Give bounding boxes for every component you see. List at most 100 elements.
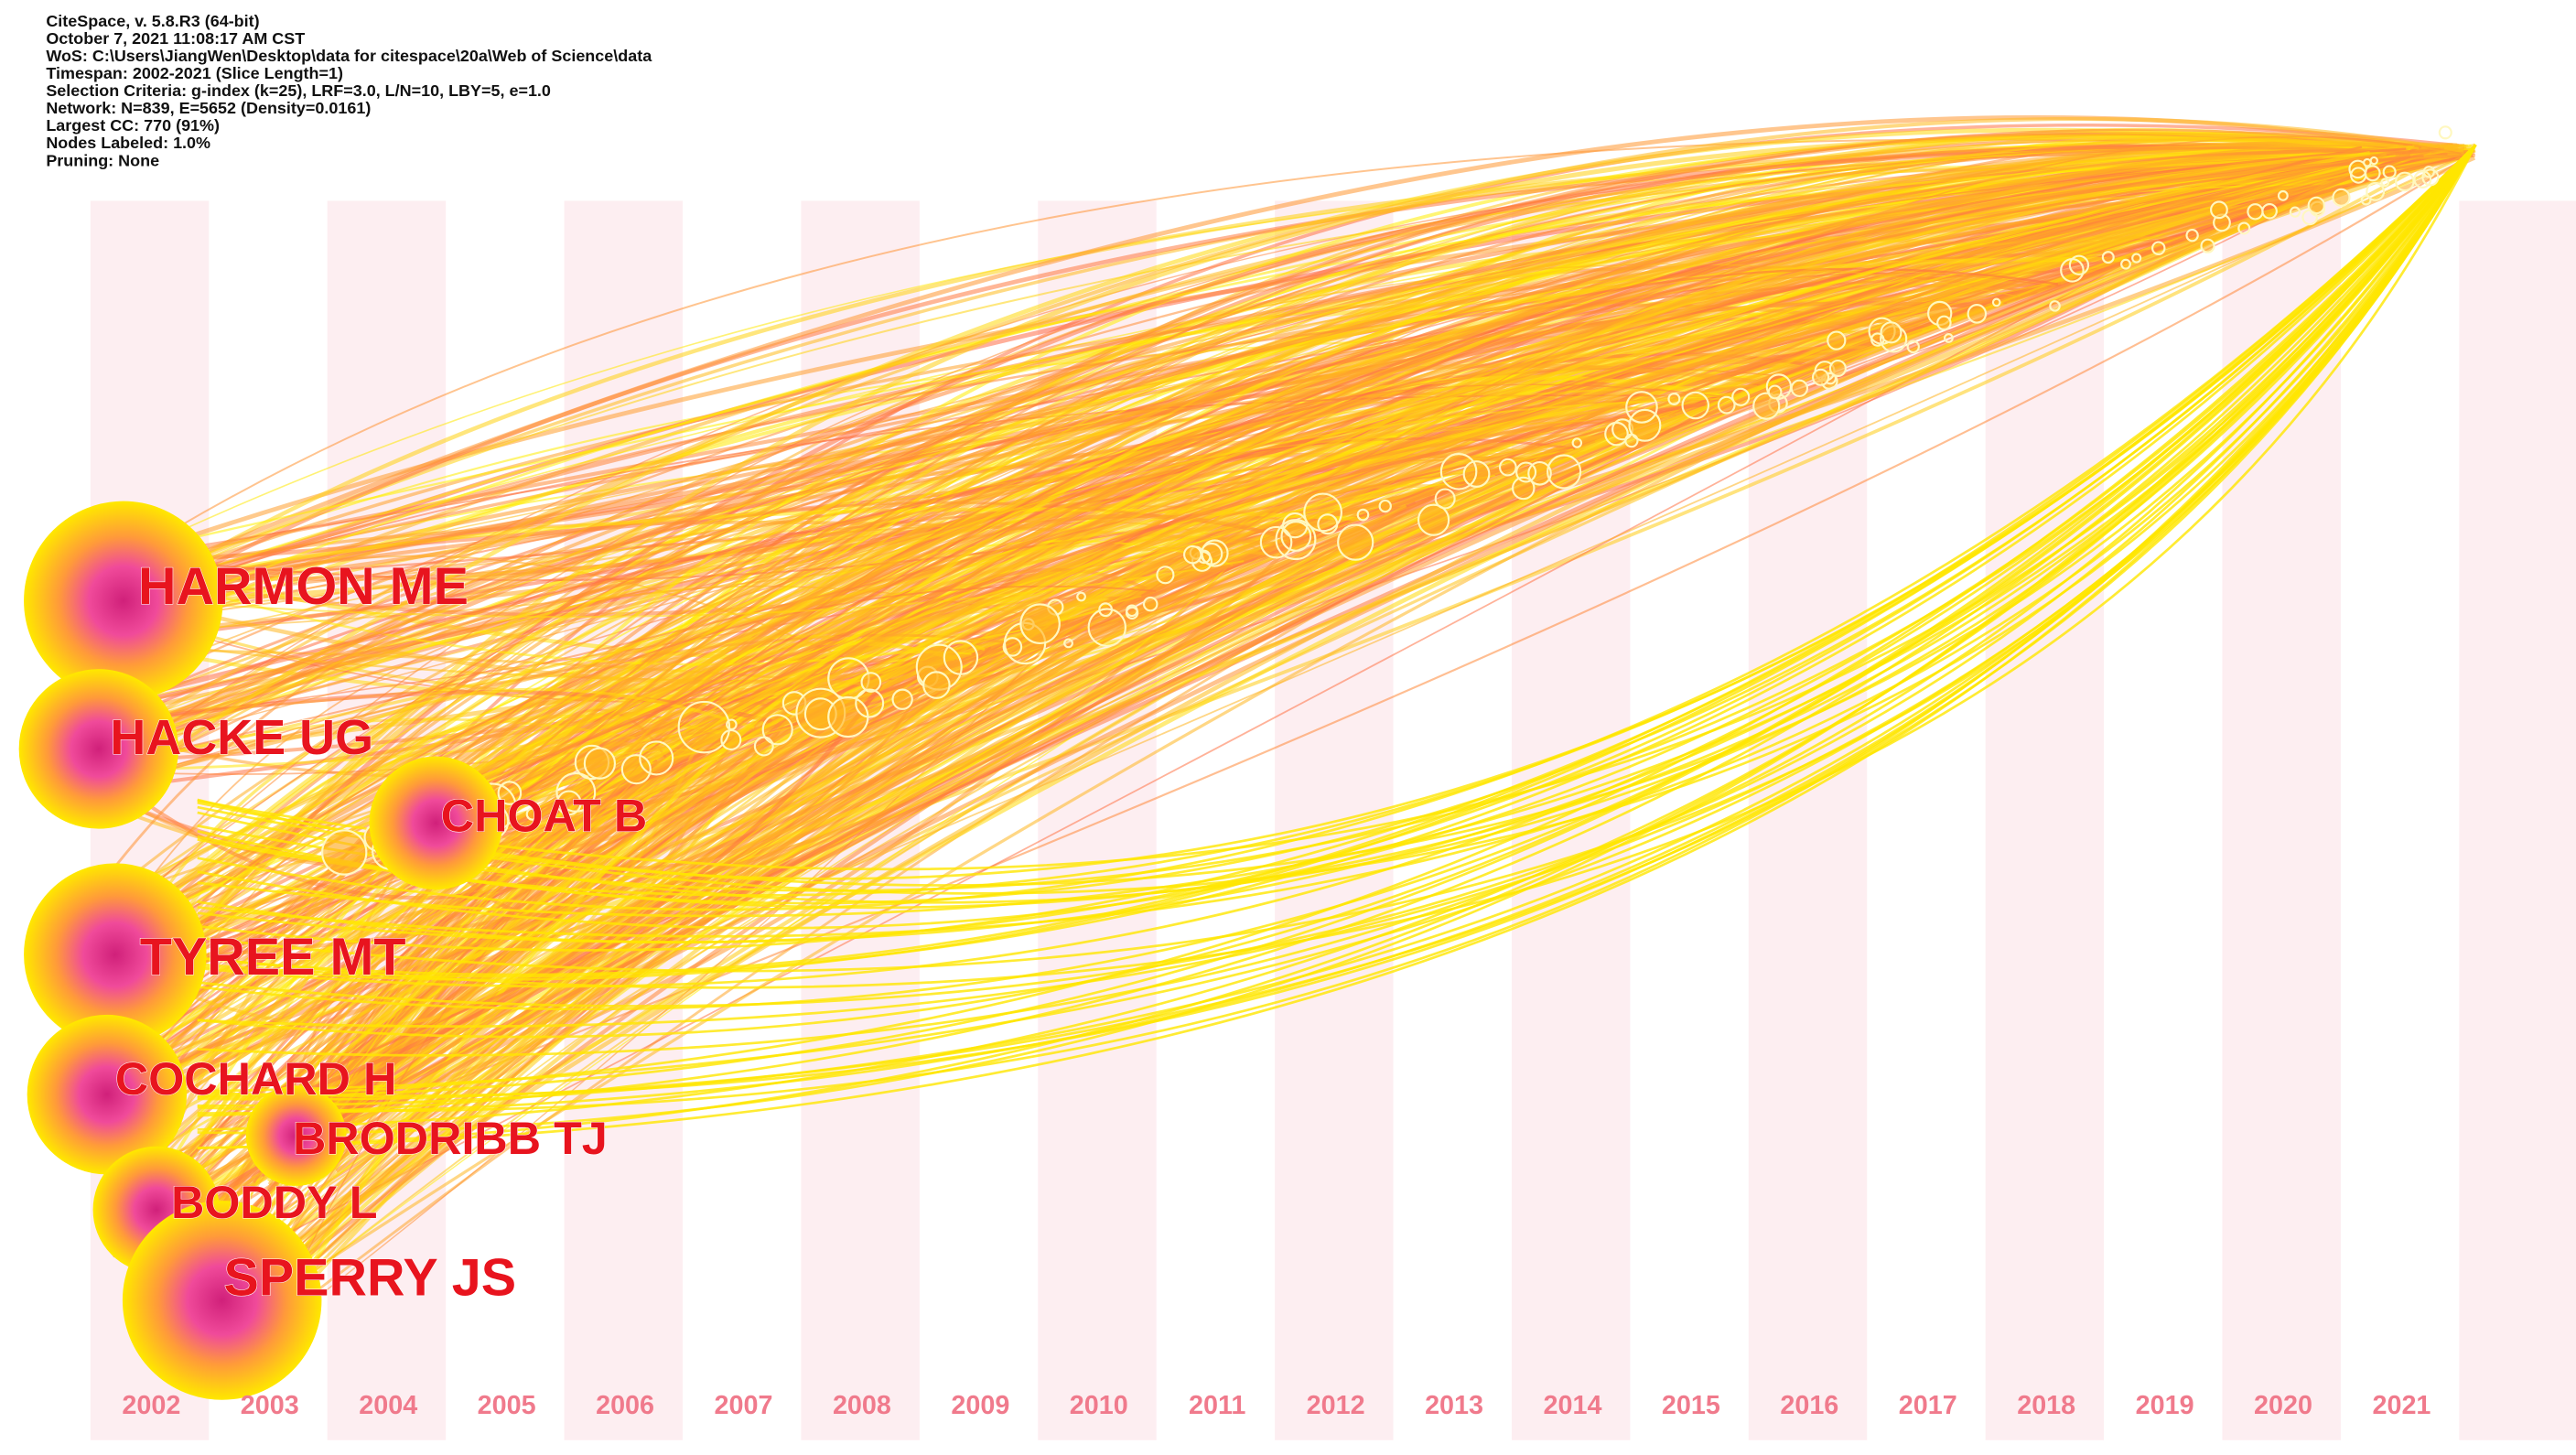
header-line: Network: N=839, E=5652 (Density=0.0161) xyxy=(46,99,371,117)
link xyxy=(448,546,1266,865)
link xyxy=(197,144,2477,1028)
node xyxy=(2289,206,2301,218)
header-line: WoS: C:\Users\JiangWen\Desktop\data for … xyxy=(46,47,652,65)
link xyxy=(197,144,2477,895)
link xyxy=(338,153,2471,1126)
node xyxy=(677,700,731,754)
link xyxy=(197,144,2477,989)
year-label: 2008 xyxy=(833,1391,891,1420)
node xyxy=(1182,544,1202,565)
node xyxy=(639,740,674,776)
node xyxy=(943,640,979,675)
node xyxy=(1991,297,2001,307)
link xyxy=(197,144,2477,897)
link xyxy=(197,144,2477,976)
year-label: 2020 xyxy=(2254,1391,2312,1420)
node xyxy=(2369,156,2378,166)
year-label: 2007 xyxy=(715,1391,773,1420)
major-node xyxy=(369,756,503,890)
node xyxy=(922,671,951,699)
node xyxy=(2068,254,2090,275)
node xyxy=(1126,604,1138,618)
link xyxy=(133,687,755,937)
node xyxy=(555,790,582,816)
link xyxy=(91,144,2434,1059)
link xyxy=(471,146,2441,797)
node xyxy=(1378,499,1392,513)
node xyxy=(2332,188,2351,207)
node xyxy=(827,695,869,738)
link xyxy=(197,495,1433,1189)
node xyxy=(860,672,882,693)
major-node xyxy=(122,1201,322,1400)
link xyxy=(303,683,883,1094)
link xyxy=(470,141,2458,835)
node xyxy=(1681,391,1710,420)
node xyxy=(1936,315,1952,331)
link xyxy=(431,128,2413,847)
link xyxy=(80,147,2409,954)
link xyxy=(222,431,1622,1330)
header-line: Nodes Labeled: 1.0% xyxy=(46,134,210,152)
year-label: 2005 xyxy=(478,1391,536,1420)
node xyxy=(2360,194,2372,206)
link xyxy=(122,415,1669,650)
node xyxy=(2364,165,2381,182)
node xyxy=(2185,229,2199,242)
node xyxy=(2366,181,2386,201)
node xyxy=(2395,171,2415,192)
year-label: 2003 xyxy=(241,1391,299,1420)
link xyxy=(197,144,2477,904)
link xyxy=(197,144,2477,1099)
node-label: BRODRIBB TJ xyxy=(293,1112,608,1164)
link xyxy=(197,144,2477,978)
node xyxy=(2277,189,2289,201)
node xyxy=(891,688,913,710)
year-label: 2004 xyxy=(359,1391,417,1420)
node xyxy=(1417,503,1450,536)
node xyxy=(525,807,540,821)
node xyxy=(720,728,742,751)
node xyxy=(1731,387,1751,406)
link xyxy=(197,144,2477,1011)
node xyxy=(2261,202,2278,220)
link xyxy=(118,267,2059,1231)
node-label: COCHARD H xyxy=(115,1052,396,1105)
link xyxy=(197,144,2477,1008)
node xyxy=(1002,637,1023,657)
header-line: CiteSpace, v. 5.8.R3 (64-bit) xyxy=(46,12,259,30)
node xyxy=(1275,519,1317,561)
node xyxy=(1547,454,1582,490)
major-nodes xyxy=(18,501,503,1400)
header-line: Largest CC: 770 (91%) xyxy=(46,116,220,135)
node xyxy=(761,714,793,746)
major-node xyxy=(245,1085,347,1186)
year-label: 2021 xyxy=(2372,1391,2430,1420)
node xyxy=(2247,203,2264,221)
node xyxy=(1280,521,1312,552)
year-label: 2018 xyxy=(2017,1391,2075,1420)
year-label: 2010 xyxy=(1070,1391,1128,1420)
node xyxy=(2307,196,2326,215)
node xyxy=(1356,508,1370,522)
link xyxy=(197,144,2477,1117)
link xyxy=(150,431,1621,1115)
year-label: 2014 xyxy=(1544,1391,1602,1420)
year-label: 2002 xyxy=(122,1391,180,1420)
node xyxy=(1142,596,1159,612)
link xyxy=(197,144,2477,1098)
link xyxy=(197,144,2477,1098)
node xyxy=(1498,458,1517,477)
node-labels: HARMON ME HACKE UG CHOAT B TYREE MT COCHARD … xyxy=(110,557,648,1309)
header-line: Selection Criteria: g-index (k=25), LRF=… xyxy=(46,81,551,100)
node xyxy=(1515,461,1537,483)
header-line: Timespan: 2002-2021 (Slice Length=1) xyxy=(46,64,343,82)
node xyxy=(1624,433,1639,448)
node xyxy=(1571,437,1583,448)
node-label: SPERRY JS xyxy=(223,1249,516,1308)
year-label: 2011 xyxy=(1189,1391,1245,1420)
year-label: 2012 xyxy=(1307,1391,1365,1420)
node xyxy=(855,688,885,718)
